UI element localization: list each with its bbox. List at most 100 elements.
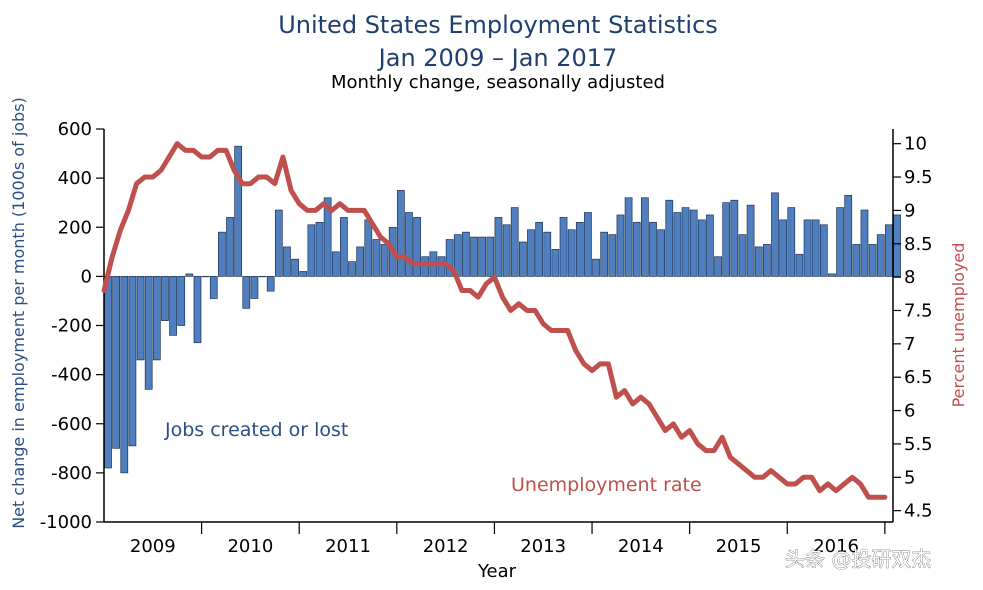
jobs-bar (771, 192, 779, 277)
jobs-bar (828, 273, 836, 277)
jobs-bar (706, 214, 714, 277)
jobs-bar (234, 145, 243, 277)
jobs-bar (714, 256, 722, 277)
jobs-bar (876, 234, 885, 277)
jobs-bar (462, 231, 470, 277)
jobs-bar (689, 209, 698, 277)
jobs-bar (356, 246, 365, 277)
jobs-bar (632, 221, 641, 277)
jobs-bar (291, 258, 299, 277)
jobs-bar (673, 212, 682, 277)
jobs-bar (852, 244, 861, 277)
right-tick-label: 4.5 (904, 501, 933, 522)
jobs-bar (657, 229, 665, 277)
jobs-bar (218, 231, 226, 277)
jobs-bar (283, 246, 291, 277)
jobs-bar (551, 249, 560, 277)
jobs-bar (380, 244, 389, 277)
right-tick-label: 6.5 (904, 367, 933, 388)
jobs-bar (226, 217, 234, 277)
jobs-bar (405, 212, 413, 277)
jobs-bar (584, 212, 592, 277)
left-tick-label: -1000 (40, 512, 92, 533)
jobs-bar (527, 229, 535, 277)
right-tick-label: 10 (904, 134, 927, 155)
jobs-bar (640, 197, 649, 277)
jobs-bar (649, 221, 657, 277)
jobs-bar (152, 276, 161, 361)
chart-title-line2: Jan 2009 – Jan 2017 (377, 44, 618, 72)
jobs-bar (779, 219, 787, 277)
jobs-bar (535, 221, 543, 277)
right-tick-label: 5 (904, 467, 915, 488)
jobs-bar (242, 276, 251, 309)
jobs-bar (868, 244, 877, 277)
jobs-bar (616, 214, 625, 277)
jobs-bar (510, 207, 519, 277)
jobs-bar (340, 217, 348, 277)
jobs-bar (112, 276, 121, 449)
right-tick-label: 6 (904, 401, 915, 422)
right-tick-label: 8 (904, 267, 915, 288)
jobs-bar (567, 229, 576, 277)
unemployment-line (101, 141, 888, 500)
jobs-bar (266, 276, 275, 292)
jobs-bar (421, 256, 430, 277)
jobs-bar (738, 234, 747, 277)
jobs-bar (104, 276, 112, 469)
right-axis-ticks: 10 9.5 9 8.5 8 7.5 7 6.5 6 5.5 5 4.5 (893, 134, 933, 522)
jobs-bar (413, 217, 421, 277)
jobs-bar (624, 197, 633, 277)
jobs-bar (518, 241, 527, 277)
jobs-bar (681, 207, 690, 277)
year-tick-label: 2016 (813, 536, 859, 557)
jobs-bar (844, 194, 853, 277)
jobs-bar (274, 209, 283, 277)
right-tick-label: 9 (904, 200, 915, 221)
right-tick-label: 7.5 (904, 300, 933, 321)
jobs-bar (307, 224, 316, 277)
jobs-bar (502, 224, 511, 277)
jobs-bar (575, 221, 584, 277)
jobs-bar (144, 276, 153, 390)
jobs-bar (250, 276, 259, 299)
jobs-bar (559, 217, 568, 277)
right-tick-label: 8.5 (904, 234, 933, 255)
right-tick-label: 9.5 (904, 167, 933, 188)
y-axis-label-left: Net change in employment per month (1000… (9, 97, 28, 529)
jobs-bar (396, 190, 405, 277)
jobs-bar (120, 276, 129, 474)
jobs-bar (803, 219, 812, 277)
year-tick-label: 2013 (520, 536, 566, 557)
left-tick-label: 0 (81, 266, 92, 287)
jobs-bar (185, 273, 194, 277)
jobs-bar (177, 276, 186, 326)
jobs-bar (299, 271, 308, 277)
jobs-bar (486, 236, 495, 277)
bar-series (104, 145, 901, 474)
jobs-bar (478, 236, 487, 277)
jobs-bar (331, 251, 340, 277)
jobs-bar (787, 207, 796, 277)
year-tick-label: 2009 (130, 536, 176, 557)
annotation-rate: Unemployment rate (511, 474, 702, 496)
jobs-bar (470, 236, 478, 277)
jobs-bar (193, 276, 202, 344)
left-tick-label: -600 (51, 414, 92, 435)
jobs-bar (364, 219, 373, 277)
left-tick-label: 600 (58, 119, 92, 140)
jobs-bar (811, 219, 820, 277)
left-tick-label: -800 (51, 463, 92, 484)
chart-subtitle: Monthly change, seasonally adjusted (331, 72, 665, 93)
jobs-bar (169, 276, 177, 336)
jobs-bar (885, 224, 893, 277)
left-tick-label: 200 (58, 217, 92, 238)
jobs-bar (161, 276, 169, 321)
jobs-bar (600, 231, 609, 277)
year-tick-label: 2014 (618, 536, 664, 557)
left-tick-label: -200 (51, 316, 92, 337)
left-tick-label: 400 (58, 168, 92, 189)
jobs-bar (323, 197, 332, 277)
jobs-bar (136, 276, 145, 361)
year-tick-label: 2015 (716, 536, 762, 557)
